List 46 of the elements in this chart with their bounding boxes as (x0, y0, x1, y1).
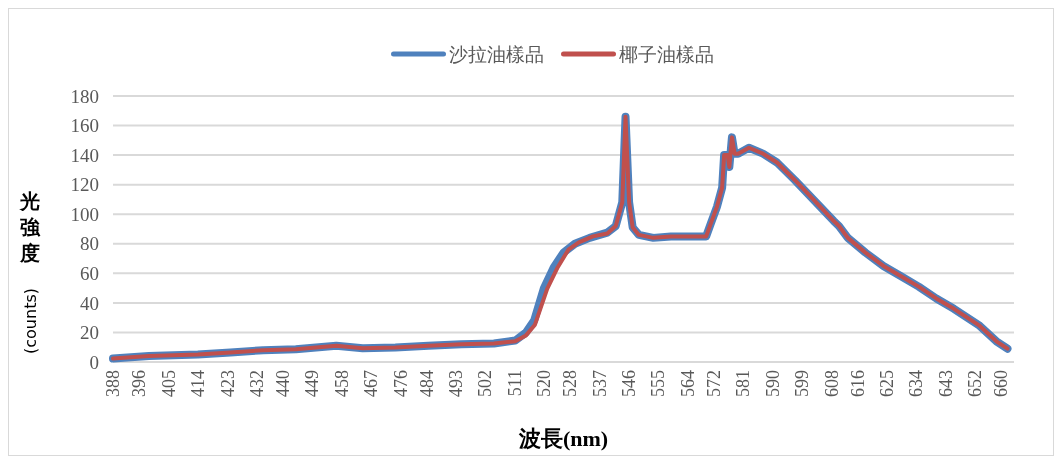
x-tick-label: 616 (847, 370, 868, 397)
y-tick-label: 40 (80, 292, 99, 314)
x-tick-label: 555 (648, 370, 669, 397)
y-axis-title: 光強度(counts) (19, 189, 41, 354)
x-tick-label: 396 (129, 370, 150, 397)
x-tick-label: 599 (792, 370, 813, 397)
x-tick-label: 546 (619, 370, 640, 397)
x-tick-label: 467 (361, 370, 382, 397)
x-tick-label: 493 (446, 370, 467, 397)
x-tick-label: 625 (876, 370, 897, 397)
legend-label: 椰子油樣品 (618, 42, 714, 65)
x-tick-label: 528 (560, 370, 581, 397)
x-axis-title: 波長(nm) (517, 426, 609, 451)
x-tick-label: 511 (504, 370, 525, 397)
x-tick-label: 652 (965, 370, 986, 397)
x-tick-label: 634 (906, 370, 927, 397)
y-tick-label: 140 (70, 144, 99, 166)
x-tick-label: 581 (733, 370, 754, 397)
x-tick-label: 572 (703, 370, 724, 397)
y-tick-label: 0 (89, 351, 99, 373)
x-tick-label: 608 (821, 370, 842, 397)
x-tick-label: 484 (416, 370, 437, 397)
x-tick-label: 537 (589, 370, 610, 397)
x-tick-label: 432 (246, 370, 267, 397)
x-tick-label: 405 (158, 370, 179, 397)
x-tick-label: 388 (103, 370, 124, 397)
y-tick-label: 100 (70, 203, 99, 225)
x-tick-label: 643 (935, 370, 956, 397)
x-tick-label: 423 (217, 370, 238, 397)
x-tick-label: 520 (534, 370, 555, 397)
y-tick-label: 180 (70, 85, 99, 107)
x-tick-label: 458 (331, 370, 352, 397)
y-tick-label: 160 (70, 115, 99, 137)
x-tick-label: 440 (273, 370, 294, 397)
y-tick-label: 60 (80, 262, 99, 284)
legend-label: 沙拉油樣品 (448, 42, 544, 65)
y-tick-label: 120 (70, 174, 99, 196)
y-tick-label: 20 (80, 322, 99, 344)
y-tick-label: 80 (80, 233, 99, 255)
x-tick-label: 660 (991, 370, 1012, 397)
x-tick-label: 414 (188, 370, 209, 397)
x-tick-label: 590 (762, 370, 783, 397)
x-tick-label: 449 (302, 370, 323, 397)
x-tick-label: 502 (475, 370, 496, 397)
x-tick-label: 476 (390, 370, 411, 397)
x-tick-label: 564 (677, 370, 698, 397)
